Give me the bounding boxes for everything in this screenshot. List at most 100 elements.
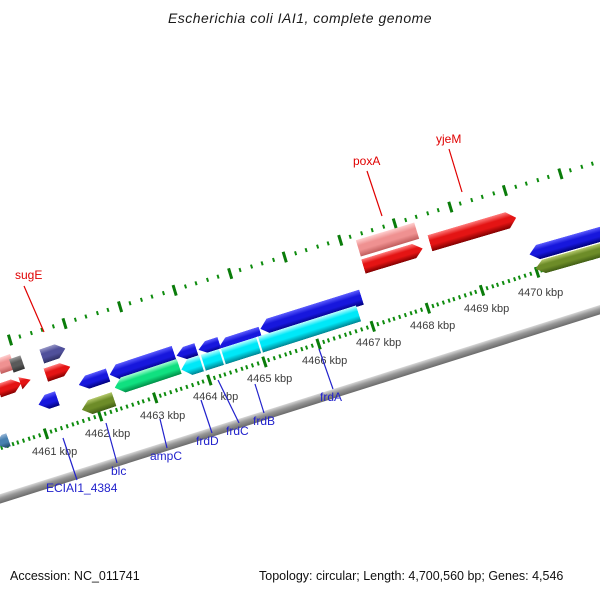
ruler-tick-minor (141, 398, 146, 404)
ruler-tick-minor (260, 261, 264, 266)
ruler-tick-minor (278, 354, 282, 359)
ruler-tick-minor (409, 311, 413, 316)
ruler-tick-minor (161, 291, 165, 296)
ruler-tick-minor (109, 409, 113, 415)
ruler-tick-minor (185, 384, 189, 390)
gene-label-ampC[interactable]: ampC (150, 449, 183, 463)
ruler-tick-minor (174, 388, 178, 393)
gene-label-frdD[interactable]: frdD (196, 434, 219, 448)
ruler-tick-minor (150, 294, 154, 299)
ruler-tick-minor (535, 178, 539, 183)
feature-sugE[interactable] (39, 341, 68, 363)
ruler-tick-minor (359, 231, 363, 236)
position-label: 4462 kbp (85, 428, 131, 440)
ruler-tick-minor (11, 442, 15, 447)
map-title: Escherichia coli IAI1, complete genome (167, 10, 433, 26)
ruler-tick-minor (458, 201, 462, 206)
ruler-tick-minor (27, 436, 31, 442)
ruler-tick-minor (332, 336, 336, 341)
ruler-tick-minor (87, 416, 91, 422)
ruler-tick-minor (60, 425, 64, 431)
gene-boundary-separator (199, 354, 206, 371)
ruler-tick-minor (245, 364, 249, 370)
position-label: 4463 kbp (140, 410, 186, 422)
gene-boundary-separator (256, 336, 263, 353)
ruler-tick-minor (354, 329, 358, 334)
ruler-tick-minor (234, 368, 238, 373)
ruler-tick-minor (158, 393, 162, 399)
ruler-tick-minor (256, 361, 260, 366)
position-label: 4466 kbp (302, 355, 348, 367)
status-topology-length-genes: Topology: circular; Length: 4,700,560 bp… (259, 569, 564, 583)
ruler-tick-minor (294, 348, 298, 354)
ruler-tick-minor (147, 397, 151, 402)
ruler-tick-minor (304, 247, 308, 253)
ruler-tick-minor (392, 316, 396, 321)
ruler-tick-minor (327, 338, 331, 343)
ruler-tick-minor (238, 267, 242, 273)
ruler-tick-minor (32, 434, 36, 440)
ruler-tick-minor (321, 339, 325, 345)
ruler-tick-minor (490, 284, 495, 289)
ruler-tick-minor (326, 241, 330, 246)
feature-red-b[interactable] (18, 373, 33, 389)
gene-label-blc[interactable]: blc (111, 464, 127, 478)
ruler-tick-minor (240, 366, 244, 372)
position-label: 4464 kbp (193, 391, 239, 403)
ruler-tick-minor (95, 311, 99, 316)
ruler-tick-minor (120, 406, 124, 411)
ruler-tick-minor (76, 420, 80, 425)
gene-label-yjeM[interactable]: yjeM (436, 132, 462, 146)
gene-label-frdC[interactable]: frdC (226, 424, 249, 438)
ruler-tick-minor (218, 373, 222, 379)
ruler-tick-minor (381, 224, 385, 230)
status-accession: Accession: NC_011741 (10, 569, 140, 583)
ruler-tick-minor (310, 343, 315, 348)
gene-label-poxA[interactable]: poxA (353, 154, 381, 168)
ruler-tick-minor (414, 309, 418, 314)
ruler-tick-major (116, 300, 123, 313)
ruler-tick-minor (480, 194, 484, 200)
ruler-tick-minor (223, 372, 227, 377)
ruler-tick-minor (518, 275, 522, 280)
ruler-tick-minor (216, 274, 220, 279)
ruler-tick-minor (81, 418, 86, 424)
ruler-tick-minor (16, 440, 20, 445)
ruler-tick-minor (305, 345, 309, 350)
feature-blue-b[interactable] (76, 368, 110, 391)
ruler-tick-minor (546, 174, 550, 180)
ruler-tick-minor (436, 207, 440, 213)
ruler-tick-minor (501, 280, 505, 286)
gene-label-frdB[interactable]: frdB (253, 414, 276, 428)
ruler-tick-minor (403, 217, 407, 223)
ruler-tick-minor (359, 327, 364, 332)
feature-red-c[interactable] (43, 360, 72, 382)
ruler-tick-minor (194, 281, 198, 286)
ruler-tick-minor (38, 433, 42, 438)
ruler-tick-minor (436, 302, 440, 307)
ruler-tick-minor (387, 318, 391, 323)
ruler-tick-minor (114, 407, 118, 413)
ruler-tick-minor (381, 320, 385, 325)
position-label: 4470 kbp (518, 287, 564, 299)
ruler-tick-minor (136, 400, 140, 406)
ruler-tick-minor (365, 325, 369, 330)
ruler-tick-minor (103, 411, 107, 416)
gene-label-frdA[interactable]: frdA (320, 390, 343, 404)
ruler-tick-minor (249, 264, 253, 269)
gene-label-ECIAI1_4384[interactable]: ECIAI1_4384 (46, 481, 118, 495)
feature-ECIAI1_4384[interactable] (36, 391, 60, 412)
ruler-tick-major (226, 267, 233, 279)
ruler-tick-minor (512, 277, 516, 282)
ruler-tick-minor (272, 355, 276, 361)
ruler-tick-minor (496, 282, 500, 287)
ruler-tick-minor (205, 277, 209, 283)
ruler-tick-minor (452, 296, 456, 302)
ruler-tick-minor (250, 363, 255, 368)
ruler-tick-minor (425, 211, 429, 216)
ruler-tick-minor (51, 324, 55, 329)
ruler-tick-minor (130, 402, 135, 407)
gene-label-sugE[interactable]: sugE (15, 268, 43, 282)
